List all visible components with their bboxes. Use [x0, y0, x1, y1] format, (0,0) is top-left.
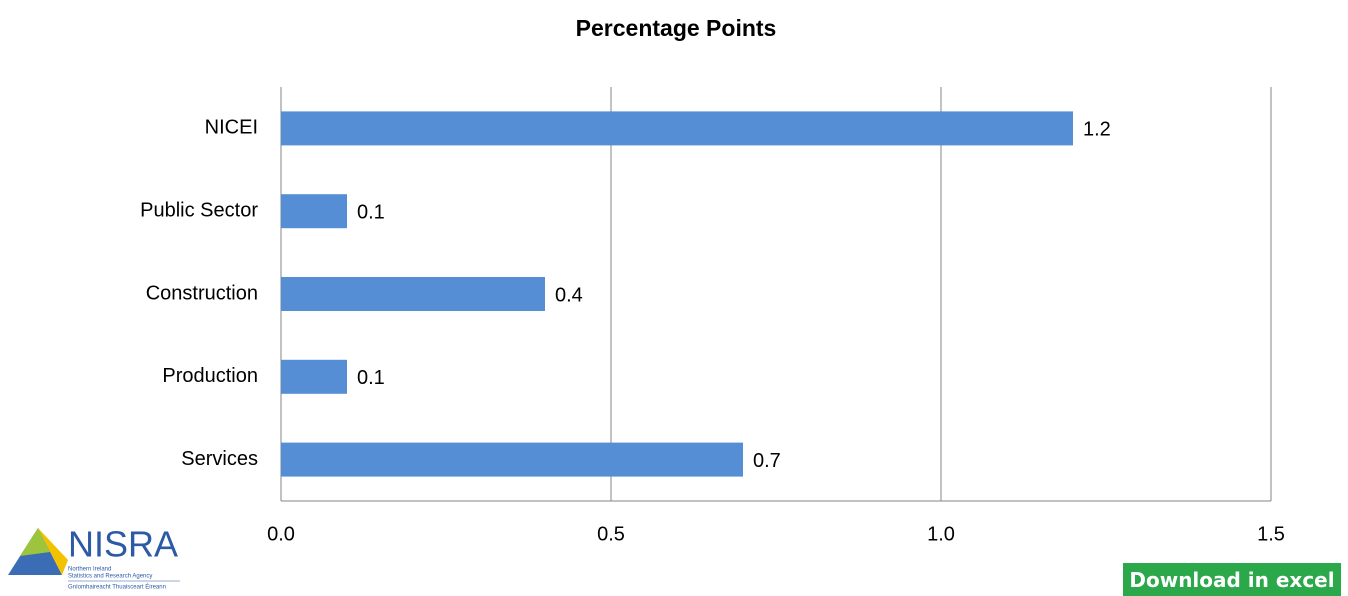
logo-irish: Gníomhaireacht Thuaisceart Éireann	[68, 584, 166, 591]
y-tick-label: NICEI	[205, 117, 258, 139]
bar	[281, 442, 743, 477]
x-tick-label: 1.5	[1257, 523, 1285, 545]
logo-subtitle: Northern Ireland	[68, 567, 111, 573]
logo: NISRA Northern Ireland Statistics and Re…	[8, 524, 180, 591]
value-label: 0.4	[555, 284, 583, 306]
bar	[281, 111, 1073, 146]
y-tick-label: Construction	[146, 282, 258, 304]
bar	[281, 277, 545, 311]
y-tick-label: Services	[181, 448, 258, 470]
y-tick-label: Production	[162, 365, 258, 387]
logo-name: NISRA	[68, 524, 178, 565]
value-label: 1.2	[1083, 119, 1111, 141]
value-label: 0.1	[357, 367, 385, 389]
chart-title: Percentage Points	[576, 15, 777, 41]
value-label: 0.1	[357, 201, 385, 223]
value-label: 0.7	[753, 450, 781, 472]
logo-shape	[38, 528, 68, 575]
x-tick-label: 0.0	[267, 523, 295, 545]
x-tick-label: 0.5	[597, 523, 625, 545]
x-tick-label: 1.0	[927, 523, 955, 545]
y-tick-label: Public Sector	[140, 199, 258, 221]
bar	[281, 359, 347, 394]
logo-subtitle: Statistics and Research Agency	[68, 574, 152, 580]
bar	[281, 194, 347, 229]
download-button[interactable]: Download in excel	[1123, 563, 1341, 596]
logo-shape	[20, 528, 50, 556]
